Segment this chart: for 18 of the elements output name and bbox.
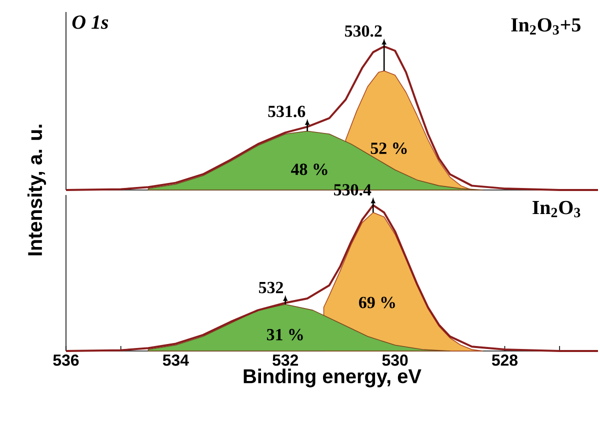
chart-title: In$_{2}$O$_{3}$+5 <box>511 18 580 35</box>
y-axis-title: Intensity, a. u. <box>27 124 46 256</box>
annotation: 530.4 <box>334 184 372 196</box>
series-label: 48 % <box>291 164 328 176</box>
x-tick-label: 534 <box>162 354 189 366</box>
annotation: 531.6 <box>268 106 306 118</box>
x-tick-label: 528 <box>492 354 518 366</box>
annotation: 532 <box>258 282 283 294</box>
series-label: 69 % <box>359 296 395 308</box>
x-tick-label: 530 <box>382 354 408 366</box>
series-label: 31 % <box>266 328 303 340</box>
x-axis-title: Binding energy, eV <box>244 368 422 388</box>
x-tick-label: 536 <box>53 354 79 366</box>
chart-title: In$_{2}$O$_{3}$ <box>532 200 580 218</box>
x-tick-label: 532 <box>272 354 298 366</box>
text: O 1s <box>72 16 108 29</box>
series-label: 52 % <box>370 142 407 154</box>
annotation: 530.2 <box>345 25 382 37</box>
